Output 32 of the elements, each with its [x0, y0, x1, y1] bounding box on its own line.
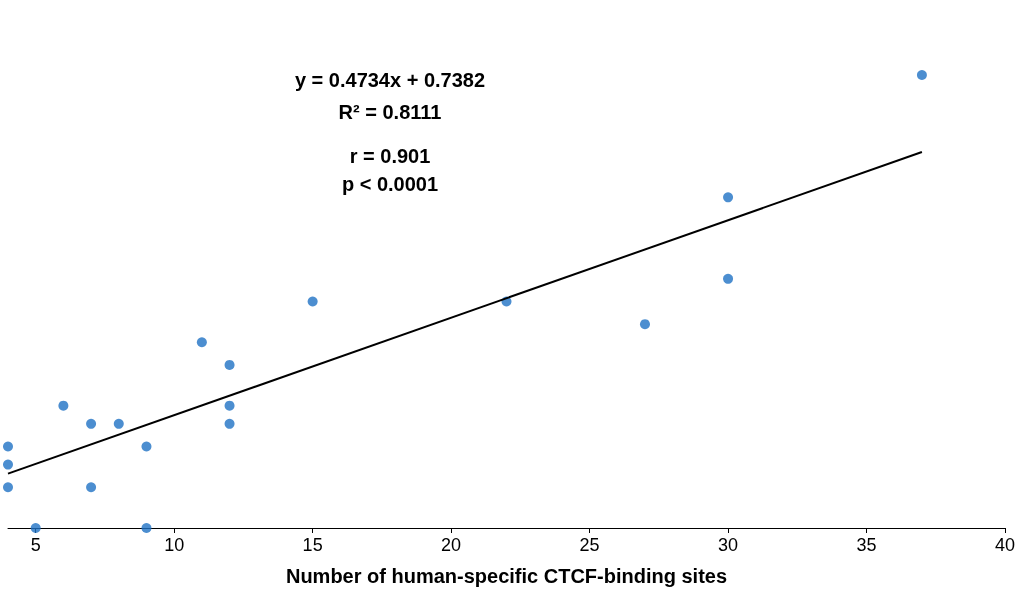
x-axis-title: Number of human-specific CTCF-binding sites: [285, 565, 728, 587]
x-tick-label: 15: [302, 535, 323, 555]
annotation: R² = 0.8111: [338, 101, 442, 123]
point: [224, 418, 235, 429]
point: [141, 441, 152, 452]
point: [307, 296, 318, 307]
x-tick-label: 10: [164, 535, 185, 555]
point: [113, 418, 124, 429]
point: [196, 337, 207, 348]
point: [141, 523, 152, 533]
x-tick-label: 5: [30, 535, 41, 555]
point: [224, 359, 235, 370]
point: [58, 400, 69, 411]
x-tick-label: 20: [441, 535, 462, 555]
point: [224, 400, 235, 411]
x-tick-label: 30: [718, 535, 739, 555]
point: [3, 482, 13, 493]
point: [30, 523, 41, 533]
point: [3, 459, 13, 470]
point: [723, 192, 734, 203]
point: [86, 418, 97, 429]
annotation: y = 0.4734x + 0.7382: [294, 69, 486, 91]
x-tick-label: 40: [994, 535, 1016, 555]
x-tick-label: 25: [579, 535, 600, 555]
point: [639, 319, 650, 330]
x-tick-label: 35: [856, 535, 877, 555]
point: [86, 482, 97, 493]
annotation: p < 0.0001: [341, 173, 439, 195]
point: [916, 70, 927, 80]
point: [723, 273, 734, 284]
point: [3, 441, 13, 452]
annotation: r = 0.901: [349, 145, 431, 167]
